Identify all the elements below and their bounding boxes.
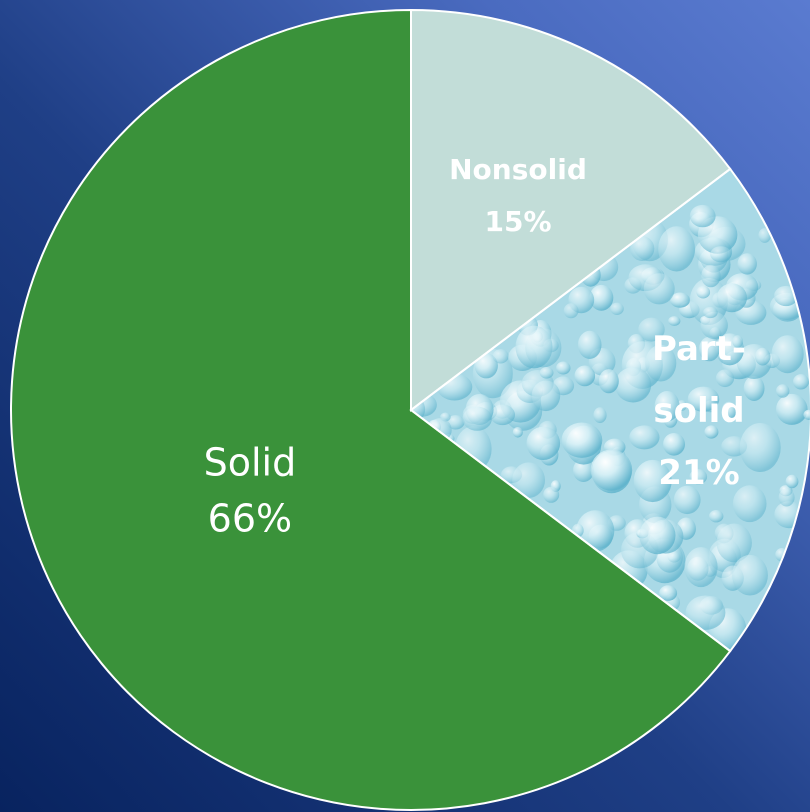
slice-label-part-solid: Part-solid 21% [652,329,746,493]
water-droplet-texture [556,361,571,375]
water-droplet-texture [525,328,562,368]
water-droplet-texture [758,228,771,243]
water-droplet-texture [721,401,737,420]
water-droplet-texture [668,316,681,326]
slice-name-label: Nonsolid [449,153,587,186]
slice-percent-label: 15% [484,205,551,238]
water-droplet-texture [490,404,515,426]
water-droplet-texture [492,349,509,364]
water-droplet-texture [716,283,748,313]
water-droplet-texture [776,384,790,398]
pie-slice-outline-part-solid [409,167,810,653]
slice-percent-label: 66% [208,497,292,541]
water-droplet-texture [704,425,719,439]
slice-name-label: solid [653,391,744,431]
water-droplet-texture [512,462,545,499]
water-droplet-texture [573,458,594,482]
water-droplet-texture [589,284,614,311]
water-droplet-texture [633,459,672,503]
pie-slice-outline-nonsolid [410,8,732,413]
water-droplet-texture [670,292,690,308]
water-droplet-texture [701,264,721,288]
water-droplet-texture [709,510,724,523]
water-droplet-texture [638,317,665,342]
water-droplet-texture [593,407,607,424]
water-droplet-texture [610,302,624,315]
water-droplet-texture [732,335,743,348]
water-droplet-texture [703,306,718,319]
water-droplet-texture [474,353,498,379]
slice-name-label: Part- [652,329,746,369]
water-droplet-texture [732,485,767,523]
water-droplet-texture [643,273,675,305]
water-droplet-texture [543,486,560,503]
water-droplet-texture [539,367,554,379]
water-droplet-texture [685,595,726,630]
water-droplet-texture [771,335,804,374]
water-droplet-texture [778,488,795,507]
water-droplet-texture [526,426,561,460]
water-droplet-texture [615,367,652,403]
water-droplet-texture [699,336,720,362]
water-droplet-texture [689,204,716,228]
water-droplet-texture [512,427,523,438]
water-droplet-texture [639,516,676,555]
water-droplet-texture [598,369,619,394]
water-droplet-texture [803,409,810,420]
water-droplet-texture [654,391,680,422]
water-droplet-texture [645,344,677,382]
water-droplet-texture [563,303,579,319]
water-droplet-texture [629,425,660,450]
water-droplet-texture [590,449,633,491]
water-droplet-texture [684,547,718,588]
water-droplet-texture [696,285,711,299]
slice-label-nonsolid: Nonsolid 15% [449,153,587,238]
water-droplet-texture [743,375,765,401]
water-droplet-texture [630,236,655,261]
water-droplet-texture [732,554,768,596]
water-droplet-texture [658,226,695,272]
water-droplet-texture [659,585,678,601]
water-droplet-texture [663,433,685,456]
water-droplet-texture [689,469,708,485]
water-droplet-texture [716,523,752,563]
pie-slice-solid [11,10,731,810]
water-droplet-texture [715,369,735,388]
water-droplet-texture [462,406,492,431]
water-droplet-texture [446,415,465,430]
water-droplet-texture [785,474,799,489]
water-droplet-texture [561,422,603,458]
pie-slice-nonsolid [411,10,731,410]
water-droplet-texture [687,386,720,412]
water-droplet-texture [577,330,602,359]
slice-name-label: Solid [204,441,297,485]
water-droplet-texture [737,253,757,275]
water-droplet-texture [710,246,732,263]
slice-percent-label: 21% [658,453,739,493]
water-droplet-texture [755,347,771,366]
water-droplet-texture [574,365,596,387]
water-droplet-texture [776,393,808,425]
pie-slice-outline-solid [10,8,732,811]
water-droplet-texture [739,423,781,472]
water-droplet-texture [673,485,701,515]
slice-label-solid: Solid 66% [204,441,297,541]
water-droplet-texture [531,380,561,412]
water-droplet-texture [793,374,809,390]
water-droplet-texture [700,311,728,339]
